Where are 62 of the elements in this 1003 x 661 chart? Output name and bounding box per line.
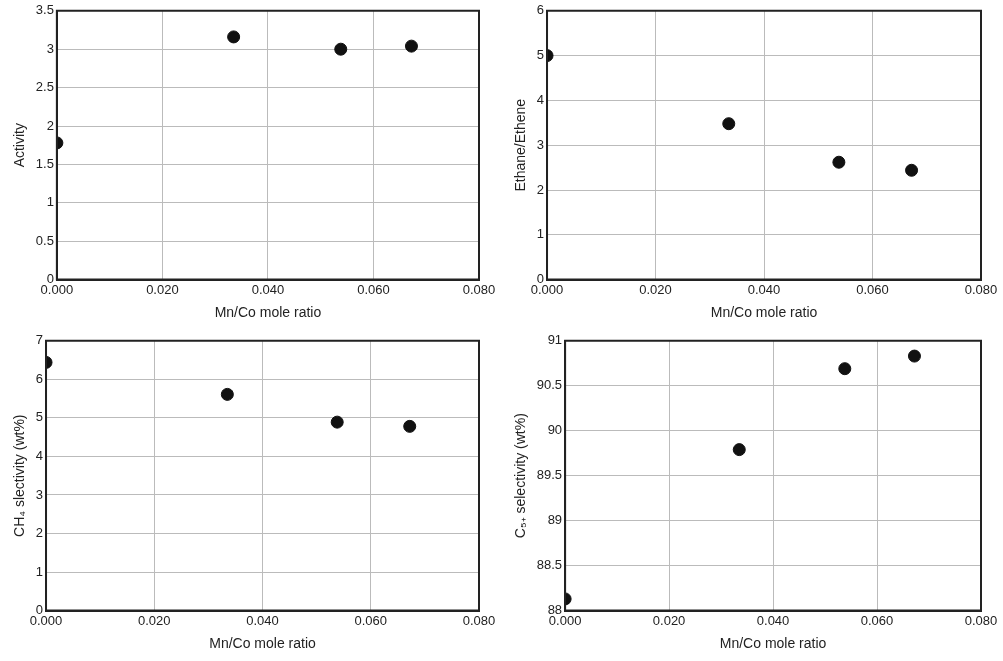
y-tick-label: 6: [536, 2, 545, 18]
y-tick-label: 89.5: [536, 467, 563, 483]
y-tick-label: 5: [35, 409, 44, 425]
y-tick-label: 1: [46, 194, 54, 210]
y-tick-label: 2.5: [35, 79, 54, 95]
x-tick-label: 0.040: [747, 281, 781, 297]
x-tick-label: 0.060: [354, 612, 388, 628]
point: [227, 30, 241, 44]
point: [832, 155, 846, 169]
x-tick-label: 0.060: [856, 281, 889, 297]
x-tick-label: 0.040: [756, 612, 790, 628]
x-axis-title: Mn/Co mole ratio: [214, 304, 322, 321]
y-tick-label: 3: [35, 486, 44, 502]
y-tick-label: 1: [35, 563, 44, 579]
x-axis-title: Mn/Co mole ratio: [719, 635, 827, 652]
y-axis-title: Ethane/Ethene: [512, 98, 529, 192]
y-tick-label: 91: [547, 332, 563, 348]
y-tick-label: 3: [46, 40, 54, 56]
y-tick-label: 2: [35, 525, 44, 541]
y-axis-title: Activity: [11, 123, 28, 168]
y-tick-label: 4: [35, 448, 44, 464]
x-tick-label: 0.080: [462, 281, 496, 297]
x-tick-label: 0.040: [246, 612, 279, 628]
y-tick-label: 3: [536, 136, 545, 152]
y-tick-label: 3.5: [35, 2, 54, 18]
y-tick-label: 2: [46, 117, 54, 133]
y-axis-title: C₅₊ selectivity (wt%): [512, 413, 529, 539]
x-tick-label: 0.080: [964, 281, 998, 297]
y-tick-label: 88.5: [536, 557, 563, 573]
x-tick-label: 0.060: [357, 281, 390, 297]
x-tick-label: 0.020: [639, 281, 672, 297]
point: [330, 415, 344, 429]
point: [838, 362, 852, 376]
y-tick-label: 5: [536, 47, 545, 63]
point: [905, 163, 919, 177]
x-tick-label: 0.020: [138, 612, 171, 628]
point: [722, 117, 736, 131]
y-tick-label: 1.5: [35, 155, 54, 171]
x-tick-label: 0.080: [964, 612, 998, 628]
y-tick-label: 90.5: [536, 377, 563, 393]
y-tick-label: 1: [536, 226, 545, 242]
x-tick-label: 0.020: [146, 281, 179, 297]
y-tick-label: 2: [536, 181, 545, 197]
y-tick-label: 90: [547, 422, 563, 438]
point: [404, 39, 418, 53]
y-tick-label: 6: [35, 370, 44, 386]
y-tick-label: 89: [547, 512, 563, 528]
x-tick-label: 0.060: [860, 612, 894, 628]
x-axis-title: Mn/Co mole ratio: [209, 635, 317, 652]
x-tick-label: 0.040: [251, 281, 285, 297]
point: [907, 349, 921, 363]
x-tick-label: 0.020: [652, 612, 686, 628]
y-tick-label: 0.5: [35, 232, 54, 248]
y-tick-label: 7: [35, 332, 44, 348]
point: [334, 42, 348, 56]
point: [220, 387, 234, 401]
point: [403, 419, 417, 433]
y-axis-title: CH₄ slectivity (wt%): [11, 414, 28, 537]
x-axis-title: Mn/Co mole ratio: [710, 304, 818, 321]
x-tick-label: 0.080: [462, 612, 496, 628]
point: [732, 443, 746, 457]
y-tick-label: 4: [536, 91, 545, 107]
